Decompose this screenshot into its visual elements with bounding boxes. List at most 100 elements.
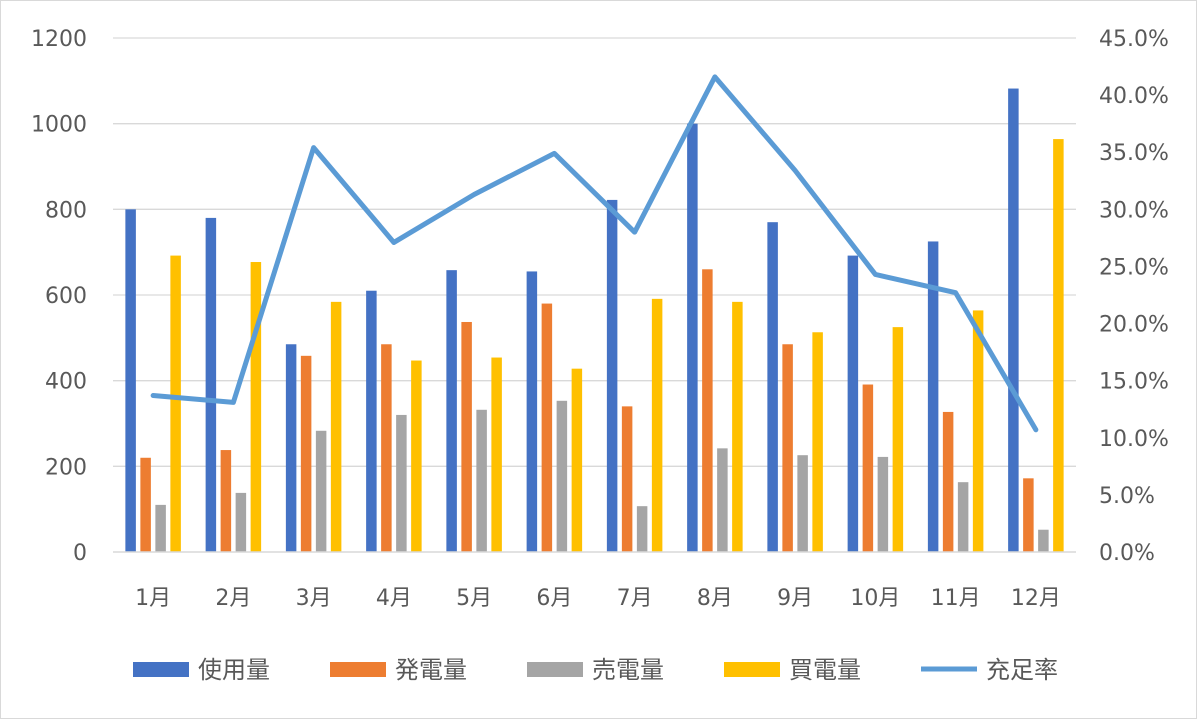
x-tick-label: 11月: [931, 586, 981, 611]
bar-売電量: [315, 430, 327, 552]
bar-発電量: [862, 384, 874, 552]
legend-label: 充足率: [986, 656, 1058, 684]
bar-買電量: [411, 360, 422, 552]
x-tick-label: 3月: [296, 586, 332, 611]
bar-使用量: [526, 271, 538, 552]
legend-item: 使用量: [133, 656, 270, 684]
bar-使用量: [446, 270, 457, 552]
x-tick-label: 2月: [215, 586, 251, 611]
x-axis: 1月 2月 3月 4月 5月 6月 7月 8月 9月 10月 11月 12月: [135, 586, 1061, 611]
bar-売電量: [957, 482, 969, 552]
y2-tick-label: 5.0%: [1099, 484, 1155, 509]
y-axis-right: 0.0% 5.0% 10.0% 15.0% 20.0% 25.0% 30.0% 35.0% 40…: [1099, 27, 1169, 566]
bar-発電量: [140, 457, 151, 552]
x-tick-label: 12月: [1011, 586, 1061, 611]
legend-label: 発電量: [395, 656, 467, 684]
legend: 使用量 発電量 売電量 買電量 充足率: [133, 656, 1058, 684]
bar-買電量: [812, 332, 823, 552]
x-tick-label: 8月: [697, 586, 733, 611]
y-tick-label: 800: [45, 198, 87, 223]
bar-発電量: [541, 303, 553, 552]
legend-item: 買電量: [724, 656, 861, 684]
bar-使用量: [687, 123, 698, 553]
bar-発電量: [220, 450, 232, 552]
bar-使用量: [847, 255, 859, 553]
bar-売電量: [717, 448, 728, 552]
bar-発電量: [782, 344, 793, 552]
bar-使用量: [125, 209, 136, 553]
bar-買電量: [651, 298, 663, 552]
bar-売電量: [797, 455, 808, 552]
y2-tick-label: 0.0%: [1099, 541, 1155, 566]
x-tick-label: 5月: [456, 586, 492, 611]
bar-買電量: [330, 301, 342, 552]
bar-買電量: [892, 327, 904, 552]
bar-使用量: [606, 199, 618, 552]
line-series: [150, 74, 1039, 433]
y2-tick-label: 20.0%: [1099, 313, 1169, 338]
y2-tick-label: 10.0%: [1099, 427, 1169, 452]
legend-item: 売電量: [527, 656, 664, 684]
bar-売電量: [636, 506, 648, 552]
bar-買電量: [491, 357, 502, 552]
line-充足率: [150, 74, 1039, 433]
y2-tick-label: 40.0%: [1099, 84, 1169, 109]
legend-label: 買電量: [789, 656, 861, 684]
bar-発電量: [1023, 478, 1034, 552]
bar-発電量: [621, 406, 633, 552]
y2-tick-label: 30.0%: [1099, 198, 1169, 223]
bar-発電量: [702, 269, 713, 552]
legend-item: 充足率: [921, 656, 1058, 684]
bar-使用量: [767, 222, 778, 552]
bar-売電量: [235, 492, 247, 552]
legend-swatch: [133, 662, 189, 677]
bar-買電量: [972, 310, 984, 552]
bar-売電量: [1038, 529, 1049, 552]
legend-item: 発電量: [330, 656, 467, 684]
legend-swatch: [330, 662, 386, 677]
legend-swatch: [724, 662, 780, 677]
bar-売電量: [476, 409, 487, 552]
y2-tick-label: 15.0%: [1099, 370, 1169, 395]
bar-使用量: [205, 217, 217, 552]
x-tick-label: 7月: [617, 586, 653, 611]
y2-tick-label: 45.0%: [1099, 27, 1169, 52]
bar-買電量: [571, 368, 583, 552]
x-tick-label: 6月: [536, 586, 572, 611]
bar-使用量: [285, 344, 297, 552]
bar-買電量: [170, 255, 181, 553]
x-tick-label: 4月: [376, 586, 412, 611]
legend-label: 売電量: [592, 656, 664, 684]
bar-買電量: [732, 301, 743, 552]
bar-発電量: [300, 355, 312, 552]
bar-使用量: [1008, 88, 1019, 552]
y2-tick-label: 35.0%: [1099, 141, 1169, 166]
bar-発電量: [942, 411, 954, 552]
y-tick-label: 0: [73, 541, 87, 566]
y-axis-left: 0 200 400 600 800 1000 1200: [31, 27, 87, 566]
gridlines: [113, 37, 1076, 467]
y-tick-label: 400: [45, 370, 87, 395]
legend-label: 使用量: [198, 656, 270, 684]
x-tick-label: 10月: [850, 586, 900, 611]
bar-使用量: [366, 290, 377, 552]
x-tick-label: 1月: [135, 586, 171, 611]
bar-series: [125, 88, 1064, 553]
y-tick-label: 600: [45, 284, 87, 309]
bar-発電量: [381, 344, 392, 552]
x-tick-label: 9月: [777, 586, 813, 611]
bar-売電量: [155, 504, 166, 552]
bar-売電量: [396, 414, 407, 552]
y-tick-label: 1000: [31, 113, 87, 138]
y-tick-label: 1200: [31, 27, 87, 52]
bar-買電量: [1053, 139, 1064, 552]
bar-買電量: [250, 262, 262, 552]
bar-発電量: [461, 321, 472, 552]
y2-tick-label: 25.0%: [1099, 255, 1169, 280]
legend-swatch: [527, 662, 583, 677]
bar-使用量: [927, 241, 939, 553]
bar-売電量: [877, 456, 889, 552]
y-tick-label: 200: [45, 455, 87, 480]
